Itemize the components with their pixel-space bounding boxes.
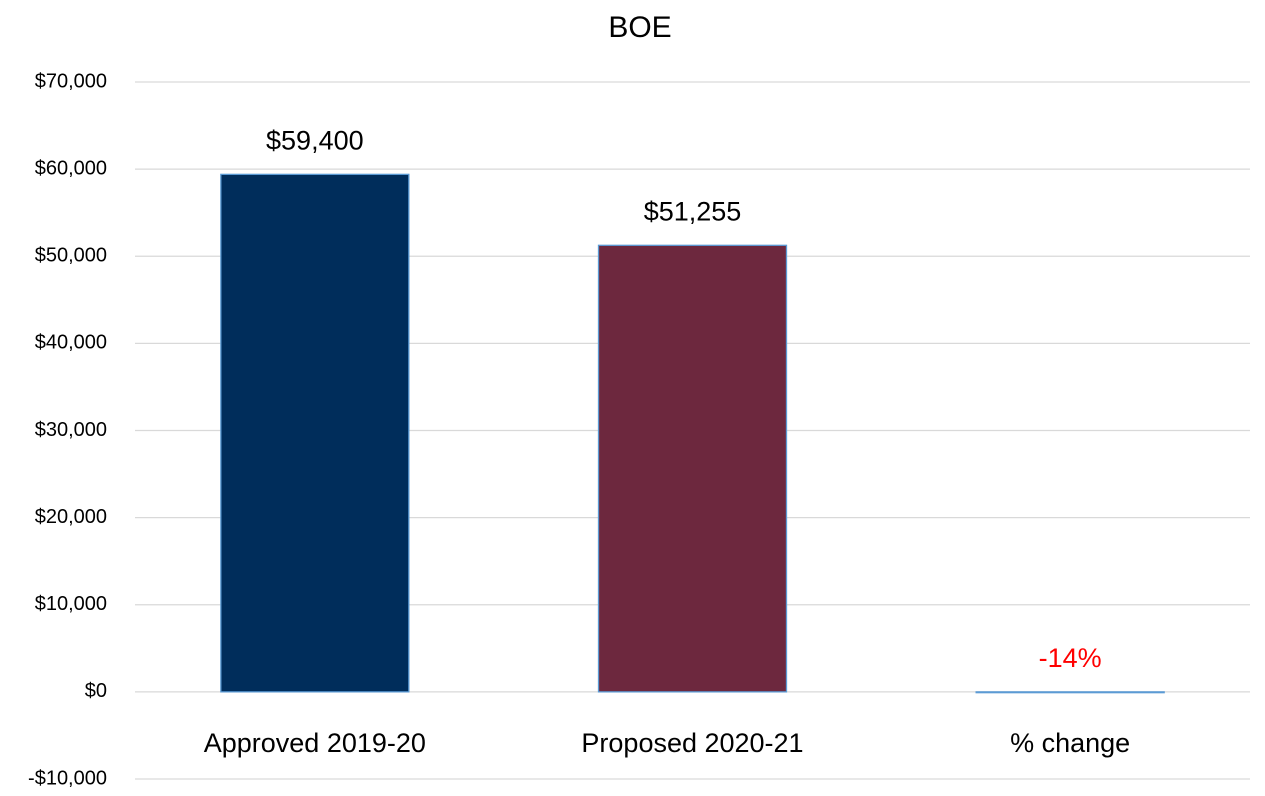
y-tick-label: $60,000 — [35, 157, 107, 179]
y-tick-label: $50,000 — [35, 245, 107, 267]
y-tick-label: $40,000 — [35, 332, 107, 354]
y-tick-label: -$10,000 — [28, 767, 107, 789]
y-tick-label: $10,000 — [35, 593, 107, 615]
y-tick-label: $0 — [85, 680, 107, 702]
bar — [220, 173, 410, 693]
bar — [597, 244, 788, 693]
bar — [975, 691, 1165, 694]
x-tick-label: % change — [1010, 728, 1130, 758]
chart-title: BOE — [608, 11, 671, 44]
y-tick-label: $20,000 — [35, 506, 107, 528]
data-label: $51,255 — [644, 196, 742, 226]
x-tick-label: Proposed 2020-21 — [581, 728, 803, 758]
y-tick-label: $70,000 — [35, 70, 107, 92]
data-label: -14% — [1039, 643, 1102, 673]
x-tick-label: Approved 2019-20 — [204, 728, 426, 758]
data-label: $59,400 — [266, 125, 364, 155]
y-tick-label: $30,000 — [35, 419, 107, 441]
